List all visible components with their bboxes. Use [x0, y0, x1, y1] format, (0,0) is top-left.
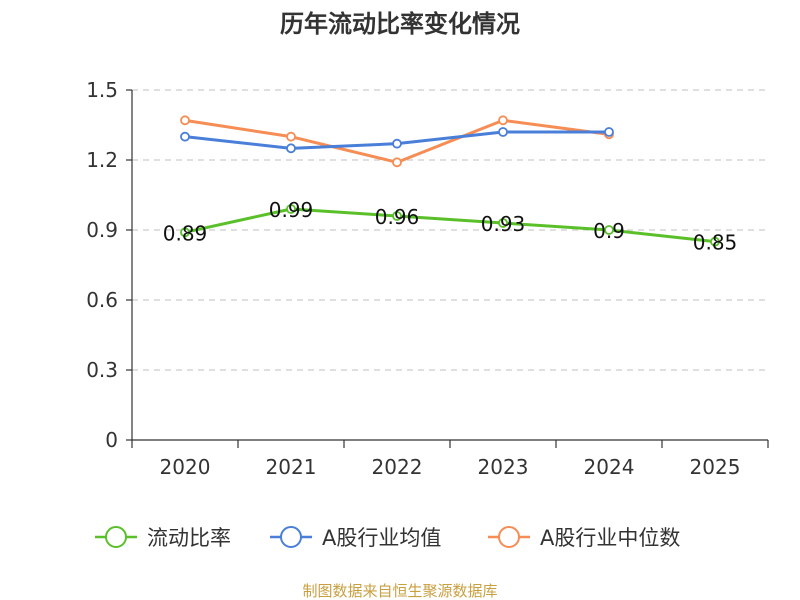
y-tick-label: 1.2 — [86, 148, 118, 172]
data-point — [710, 236, 720, 247]
x-tick-label: 2023 — [478, 455, 529, 479]
x-tick-label: 2020 — [160, 455, 211, 479]
data-label: 0.93 — [481, 212, 526, 236]
grid — [132, 89, 768, 371]
x-tick-label: 2022 — [372, 455, 423, 479]
series-line — [184, 207, 716, 244]
legend-item: A股行业中位数 — [488, 526, 680, 550]
data-point — [604, 225, 614, 235]
axes: 0 0.3 0.6 0.9 1.2 1.5 2020 2021 2022 2023 2024 2025 — [86, 78, 769, 479]
series-layer — [180, 115, 720, 247]
data-label: 0.89 — [163, 221, 208, 245]
data-label: 0.85 — [693, 231, 738, 255]
chart-title: 历年流动比率变化情况 — [280, 10, 520, 38]
x-tick-label: 2024 — [584, 455, 635, 479]
data-point — [286, 131, 296, 142]
data-label: 0.99 — [269, 198, 314, 222]
source-note: 制图数据来自恒生聚源数据库 — [302, 582, 497, 600]
legend-item: 流动比率 — [95, 526, 231, 550]
data-point — [180, 131, 190, 142]
data-point — [180, 115, 190, 126]
data-point — [498, 218, 508, 228]
x-tick-label: 2021 — [266, 455, 317, 479]
y-tick-label: 0.6 — [86, 288, 118, 312]
data-labels: 0.89 0.99 0.96 0.93 0.9 0.85 — [163, 198, 738, 255]
legend-label: A股行业均值 — [322, 526, 441, 550]
legend-swatch-marker — [498, 526, 520, 548]
y-tick-label: 0.3 — [86, 358, 118, 382]
data-point — [180, 227, 190, 238]
legend-swatch-marker — [105, 526, 127, 548]
data-label: 0.9 — [593, 219, 625, 243]
legend: 流动比率 A股行业均值 A股行业中位数 — [95, 526, 680, 550]
data-point — [392, 211, 402, 221]
legend-label: 流动比率 — [147, 526, 231, 550]
data-point — [392, 157, 402, 168]
data-point — [286, 204, 296, 214]
legend-item: A股行业均值 — [270, 526, 441, 550]
data-label: 0.96 — [375, 205, 420, 229]
legend-swatch-marker — [280, 526, 302, 548]
y-tick-label: 0 — [105, 428, 118, 452]
y-tick-label: 0.9 — [86, 218, 118, 242]
y-tick-label: 1.5 — [86, 78, 118, 102]
data-point — [498, 115, 508, 126]
data-point — [392, 138, 402, 149]
data-point — [286, 143, 296, 154]
x-tick-label: 2025 — [690, 455, 741, 479]
data-point — [498, 127, 508, 137]
legend-label: A股行业中位数 — [540, 526, 680, 550]
data-point — [604, 127, 614, 137]
